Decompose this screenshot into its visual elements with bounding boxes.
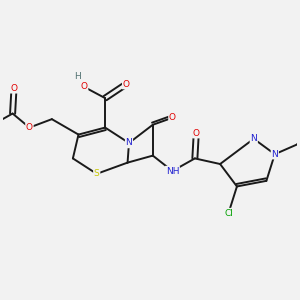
Text: N: N (250, 134, 257, 143)
Text: N: N (126, 139, 132, 148)
Text: S: S (94, 169, 100, 178)
Text: H: H (74, 72, 80, 81)
Text: O: O (26, 123, 33, 132)
Text: O: O (193, 129, 200, 138)
Text: O: O (11, 84, 17, 93)
Text: O: O (81, 82, 88, 91)
Text: O: O (169, 113, 176, 122)
Text: O: O (123, 80, 130, 88)
Text: Cl: Cl (224, 208, 233, 217)
Text: N: N (272, 150, 278, 159)
Text: NH: NH (166, 167, 179, 176)
